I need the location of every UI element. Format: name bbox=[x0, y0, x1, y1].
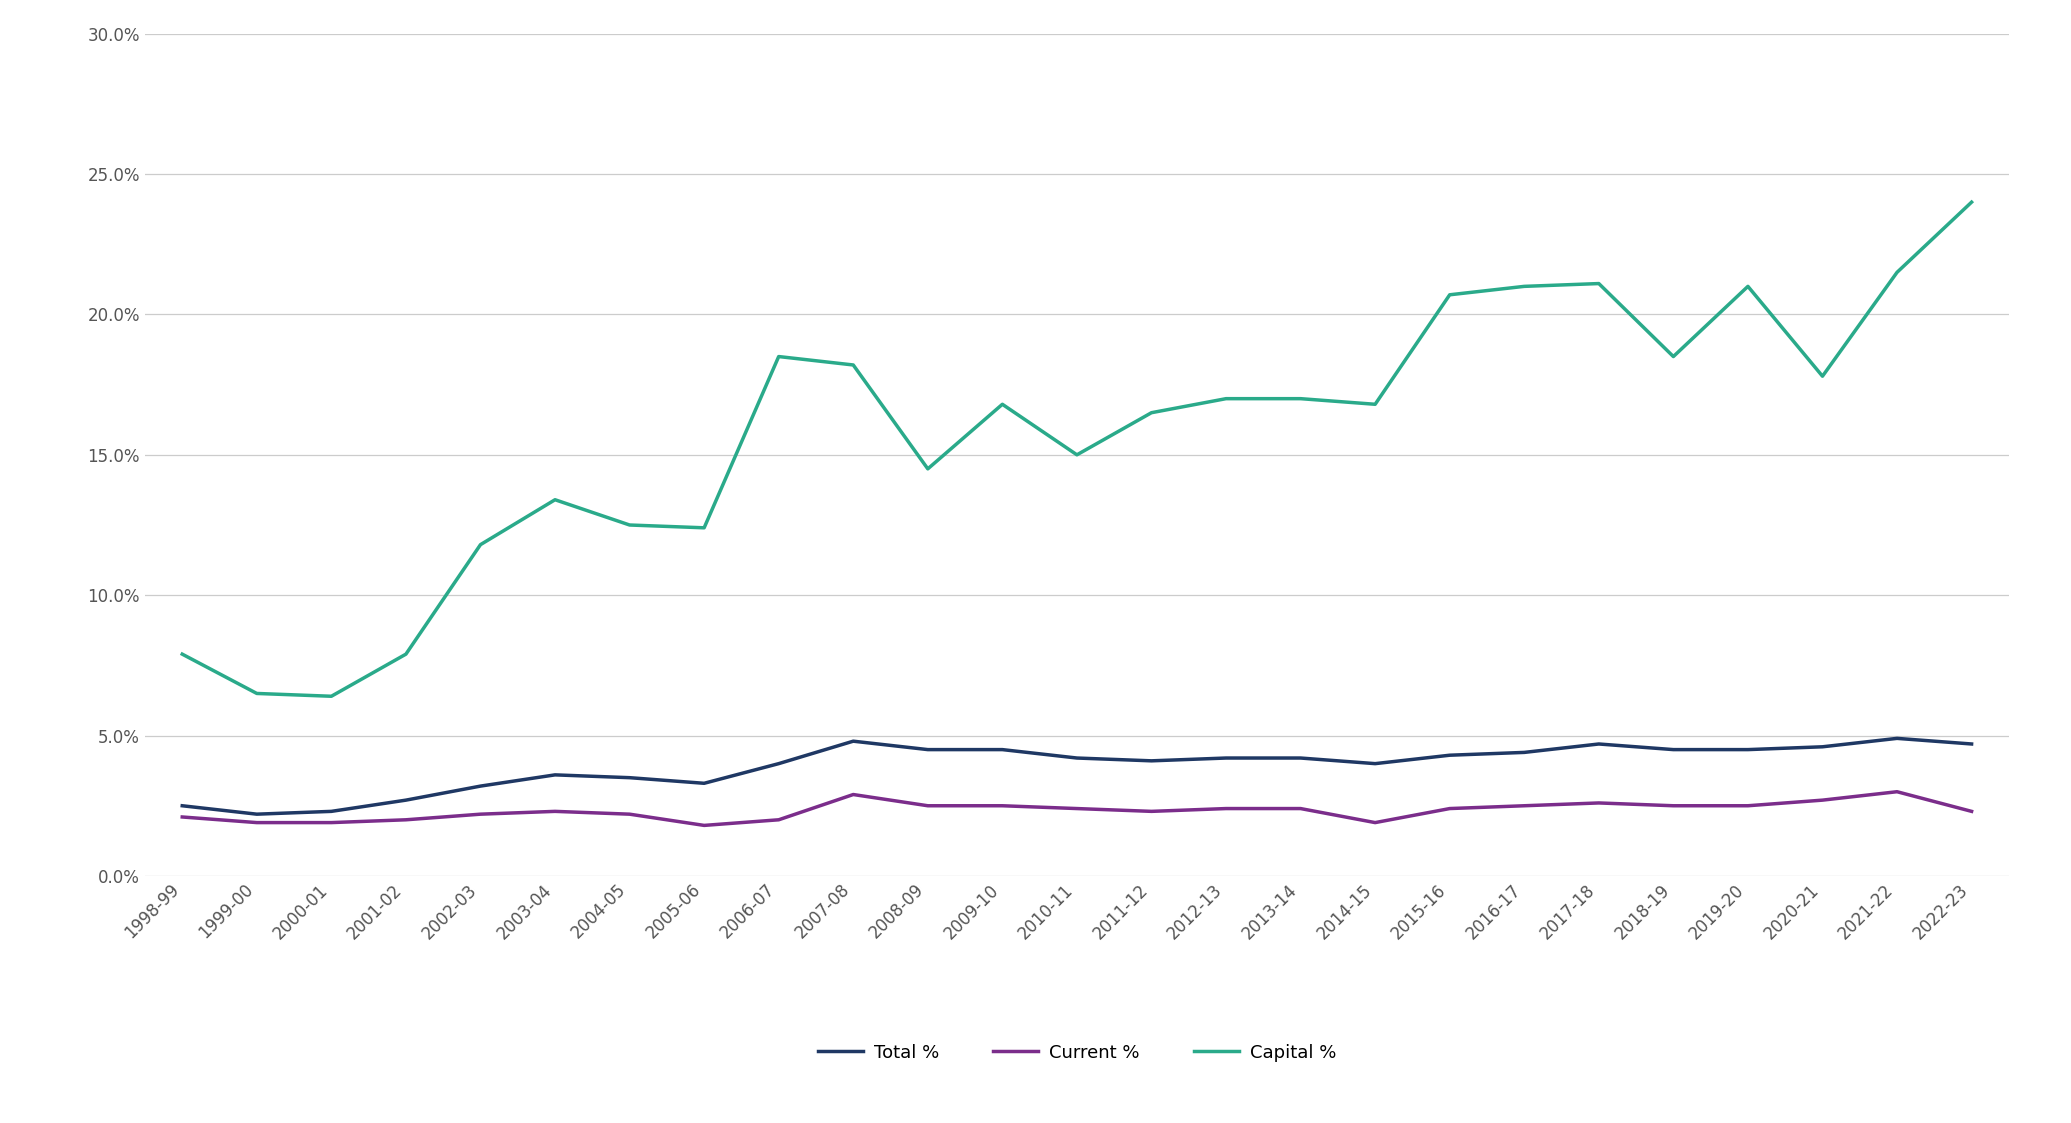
Capital % bbox=[1735, 280, 1760, 293]
Total % bbox=[1288, 751, 1313, 765]
Capital % bbox=[990, 398, 1015, 411]
Current % bbox=[244, 815, 269, 829]
Capital % bbox=[1139, 407, 1164, 420]
Capital % bbox=[915, 463, 940, 476]
Total % bbox=[1363, 757, 1388, 770]
Total % bbox=[1810, 740, 1835, 754]
Total % bbox=[841, 734, 866, 748]
Line: Current %: Current % bbox=[182, 792, 1972, 825]
Capital % bbox=[543, 493, 567, 506]
Total % bbox=[170, 800, 195, 813]
Total % bbox=[393, 793, 418, 806]
Capital % bbox=[1437, 289, 1462, 302]
Capital % bbox=[1586, 277, 1611, 291]
Current % bbox=[1661, 800, 1686, 813]
Current % bbox=[1512, 800, 1537, 813]
Current % bbox=[1885, 785, 1909, 798]
Total % bbox=[244, 807, 269, 821]
Current % bbox=[692, 819, 717, 832]
Capital % bbox=[841, 358, 866, 372]
Total % bbox=[1437, 749, 1462, 763]
Total % bbox=[1661, 743, 1686, 757]
Line: Total %: Total % bbox=[182, 739, 1972, 814]
Total % bbox=[990, 743, 1015, 757]
Current % bbox=[1363, 815, 1388, 829]
Current % bbox=[1288, 802, 1313, 815]
Current % bbox=[170, 811, 195, 824]
Capital % bbox=[1810, 369, 1835, 383]
Total % bbox=[915, 743, 940, 757]
Total % bbox=[319, 804, 344, 818]
Capital % bbox=[170, 647, 195, 660]
Current % bbox=[543, 804, 567, 818]
Current % bbox=[766, 813, 791, 827]
Capital % bbox=[766, 350, 791, 364]
Line: Capital %: Capital % bbox=[182, 202, 1972, 696]
Capital % bbox=[1959, 195, 1984, 209]
Current % bbox=[1810, 793, 1835, 806]
Total % bbox=[468, 779, 493, 793]
Capital % bbox=[468, 538, 493, 551]
Total % bbox=[1959, 738, 1984, 751]
Capital % bbox=[319, 690, 344, 703]
Current % bbox=[1139, 804, 1164, 818]
Capital % bbox=[1214, 392, 1238, 405]
Current % bbox=[319, 815, 344, 829]
Total % bbox=[1735, 743, 1760, 757]
Total % bbox=[1139, 755, 1164, 768]
Total % bbox=[617, 770, 642, 784]
Capital % bbox=[692, 521, 717, 535]
Capital % bbox=[1512, 280, 1537, 293]
Current % bbox=[990, 800, 1015, 813]
Current % bbox=[617, 807, 642, 821]
Capital % bbox=[393, 647, 418, 660]
Current % bbox=[468, 807, 493, 821]
Total % bbox=[1885, 732, 1909, 746]
Capital % bbox=[244, 686, 269, 701]
Current % bbox=[393, 813, 418, 827]
Current % bbox=[1214, 802, 1238, 815]
Capital % bbox=[1661, 350, 1686, 364]
Total % bbox=[1512, 746, 1537, 759]
Current % bbox=[1959, 804, 1984, 818]
Total % bbox=[1586, 738, 1611, 751]
Current % bbox=[841, 788, 866, 802]
Current % bbox=[1586, 796, 1611, 810]
Capital % bbox=[1885, 266, 1909, 280]
Current % bbox=[1437, 802, 1462, 815]
Capital % bbox=[617, 519, 642, 532]
Total % bbox=[766, 757, 791, 770]
Current % bbox=[915, 800, 940, 813]
Capital % bbox=[1064, 448, 1089, 462]
Current % bbox=[1064, 802, 1089, 815]
Legend: Total %, Current %, Capital %: Total %, Current %, Capital % bbox=[810, 1037, 1344, 1069]
Current % bbox=[1735, 800, 1760, 813]
Total % bbox=[1064, 751, 1089, 765]
Total % bbox=[692, 777, 717, 791]
Total % bbox=[543, 768, 567, 782]
Capital % bbox=[1363, 398, 1388, 411]
Capital % bbox=[1288, 392, 1313, 405]
Total % bbox=[1214, 751, 1238, 765]
